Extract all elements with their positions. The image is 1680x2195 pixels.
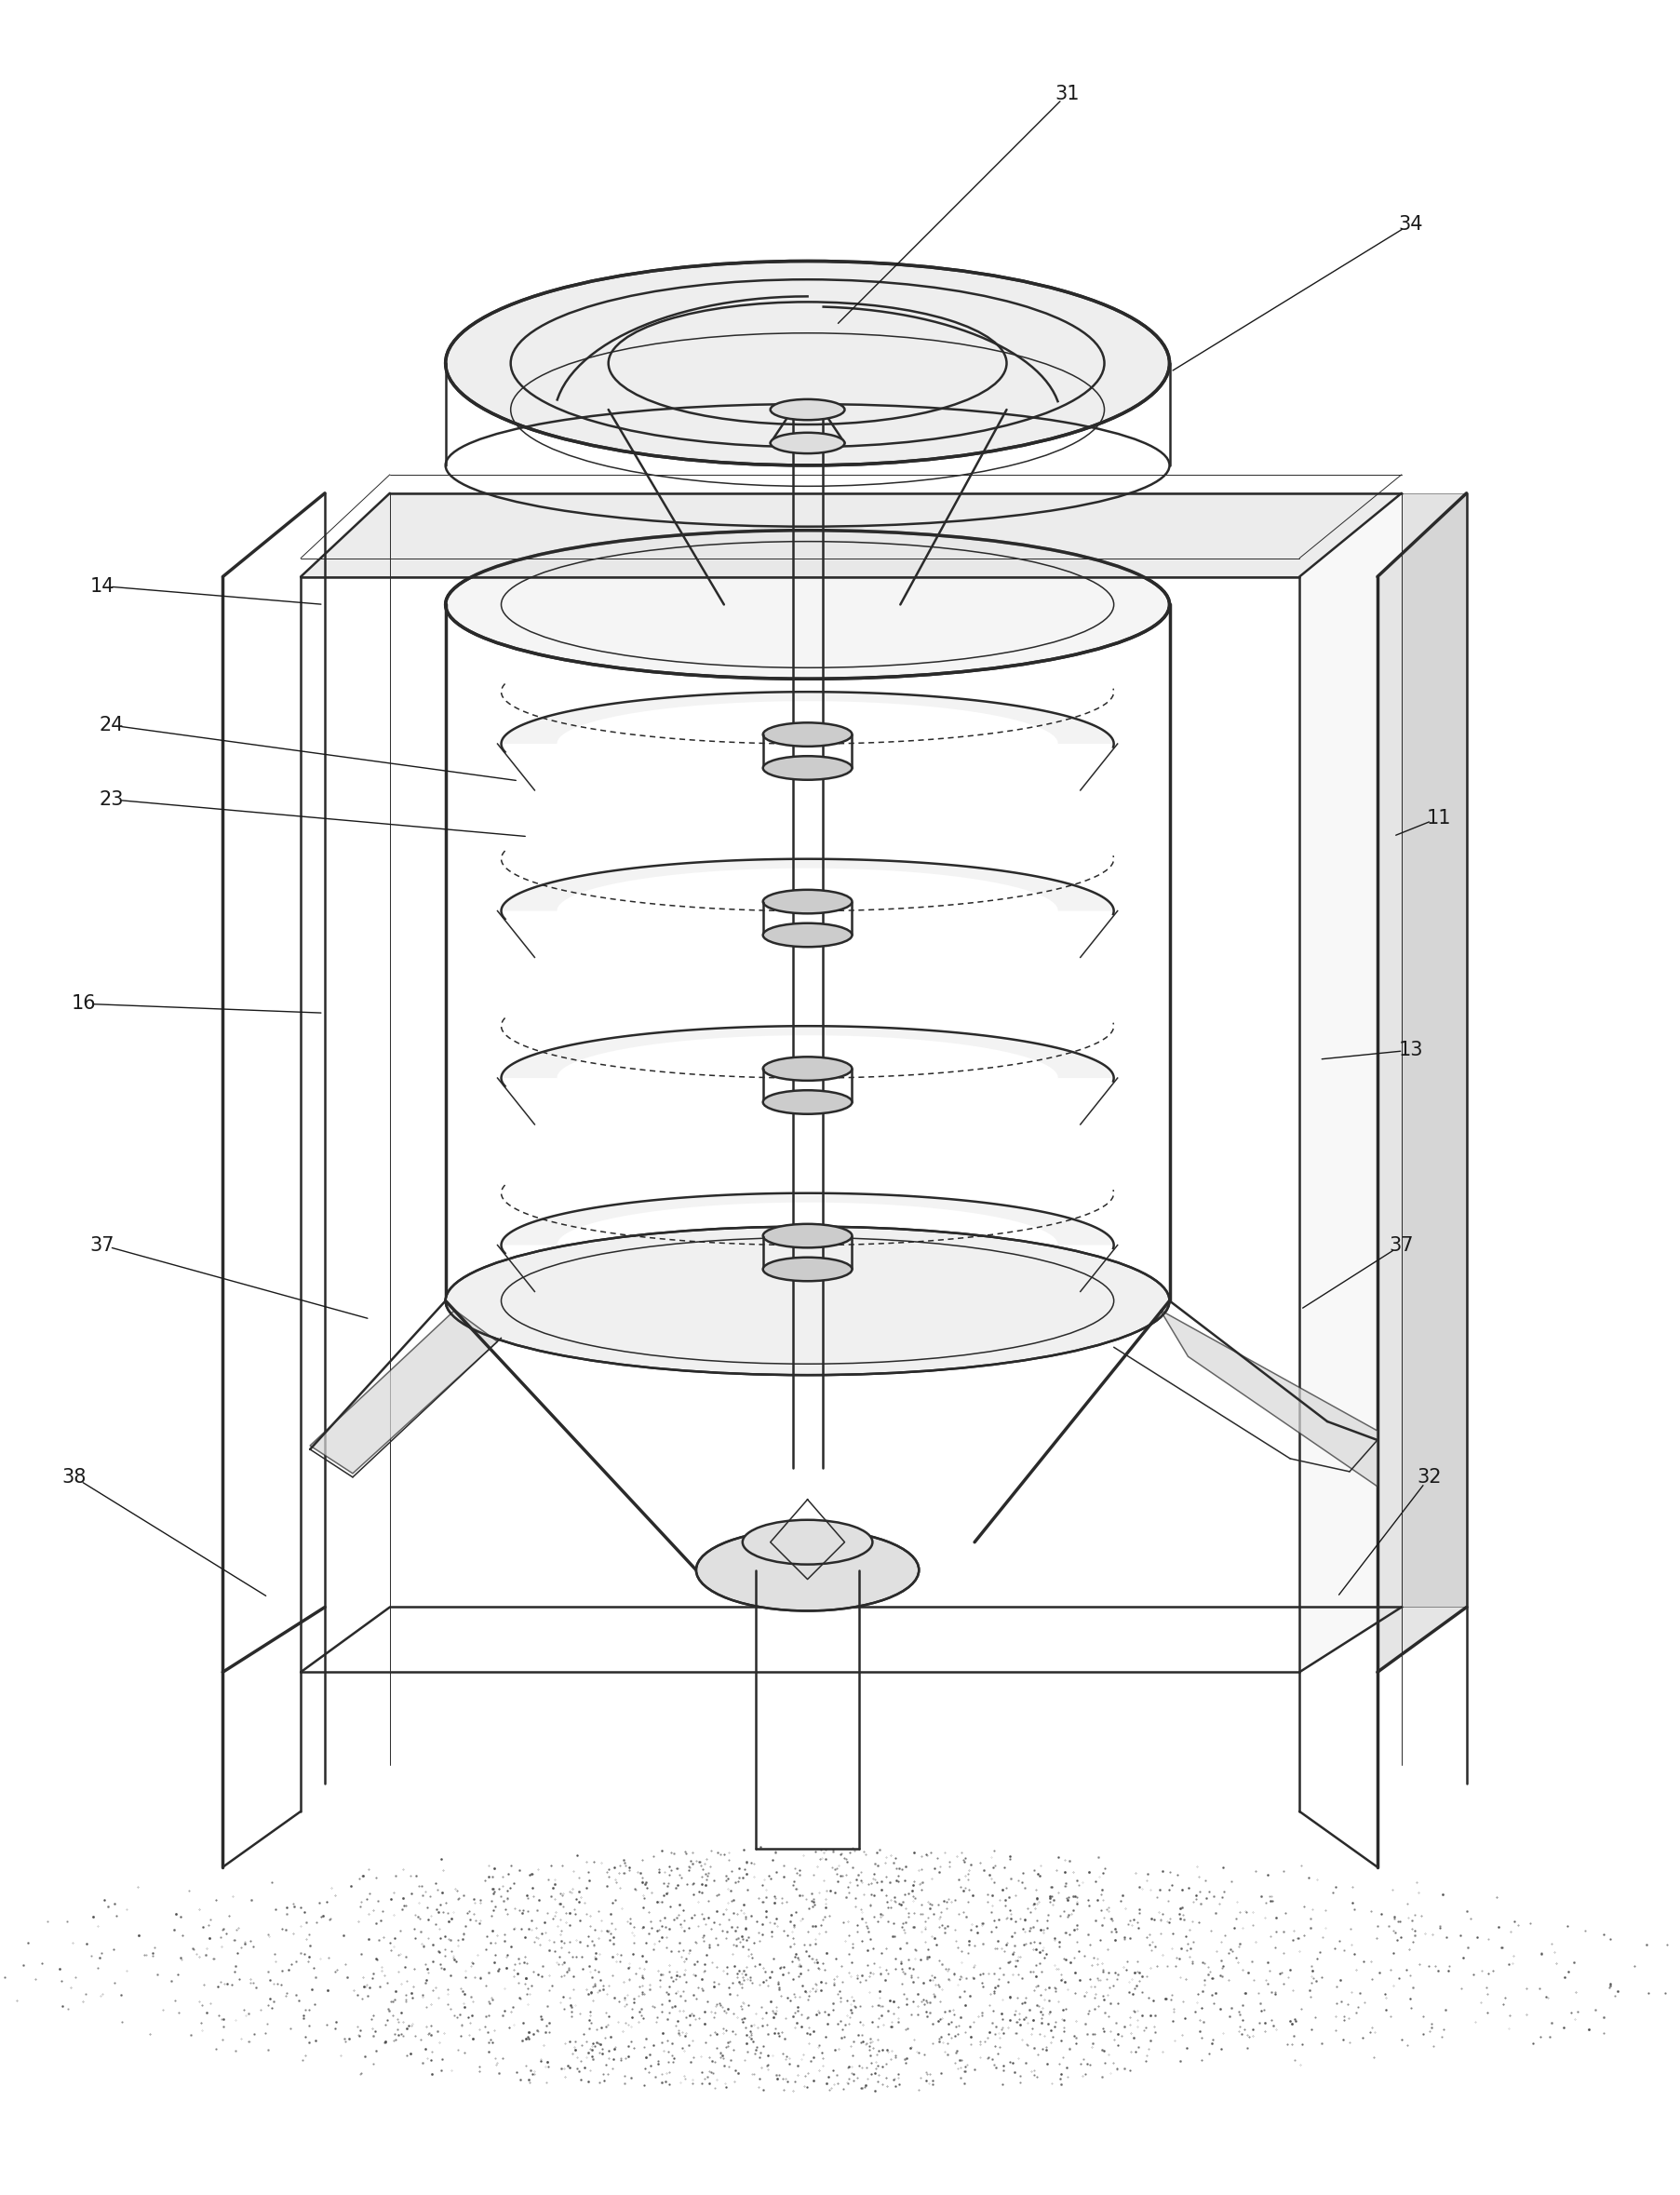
Ellipse shape <box>763 889 852 913</box>
Polygon shape <box>1378 494 1467 1673</box>
Polygon shape <box>1161 1310 1378 1486</box>
Text: 14: 14 <box>89 577 114 595</box>
Text: 16: 16 <box>71 994 96 1014</box>
Text: 38: 38 <box>62 1468 87 1486</box>
Ellipse shape <box>445 1227 1169 1374</box>
Ellipse shape <box>445 261 1169 465</box>
Text: 32: 32 <box>1416 1468 1441 1486</box>
Polygon shape <box>1401 494 1467 1607</box>
Text: 23: 23 <box>99 790 124 808</box>
Text: 37: 37 <box>1389 1236 1415 1253</box>
Text: 11: 11 <box>1426 808 1452 828</box>
Ellipse shape <box>763 1258 852 1282</box>
Ellipse shape <box>763 924 852 946</box>
Text: 24: 24 <box>99 716 124 735</box>
Ellipse shape <box>771 432 845 454</box>
Polygon shape <box>311 1310 497 1473</box>
Polygon shape <box>301 494 1401 577</box>
Ellipse shape <box>763 755 852 779</box>
Ellipse shape <box>763 1056 852 1080</box>
Ellipse shape <box>743 1519 872 1565</box>
Ellipse shape <box>771 399 845 419</box>
Polygon shape <box>501 858 1114 911</box>
Ellipse shape <box>763 722 852 746</box>
Ellipse shape <box>696 1530 919 1611</box>
Polygon shape <box>501 691 1114 744</box>
Ellipse shape <box>763 1225 852 1247</box>
Text: 37: 37 <box>89 1236 114 1253</box>
Polygon shape <box>1299 494 1401 1673</box>
Text: 34: 34 <box>1398 215 1423 233</box>
Polygon shape <box>501 1194 1114 1245</box>
Text: 31: 31 <box>1055 86 1080 103</box>
Ellipse shape <box>445 531 1169 678</box>
Text: 13: 13 <box>1398 1040 1423 1060</box>
Polygon shape <box>501 1025 1114 1078</box>
Ellipse shape <box>763 1091 852 1115</box>
